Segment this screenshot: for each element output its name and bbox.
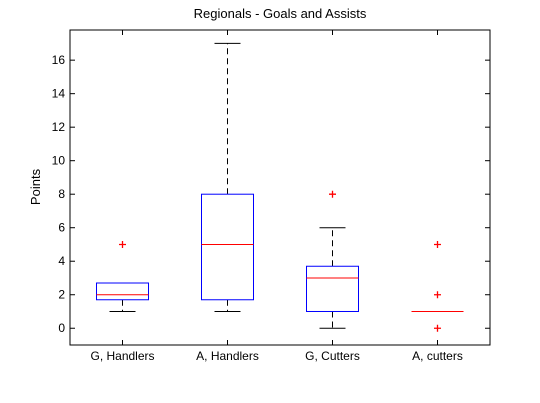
x-tick-label: G, Cutters	[305, 349, 360, 363]
y-tick-label: 12	[52, 120, 66, 134]
outlier-point	[434, 291, 441, 299]
outlier-point	[329, 190, 336, 198]
y-tick-label: 14	[52, 87, 66, 101]
x-tick-label: A, cutters	[412, 349, 463, 363]
boxes	[96, 42, 464, 332]
box-group	[411, 240, 464, 332]
box-group	[306, 190, 359, 329]
y-tick-label: 6	[58, 221, 65, 235]
y-tick-label: 8	[58, 187, 65, 201]
box-group	[96, 240, 149, 312]
box-iqr	[201, 193, 254, 301]
x-axis: G, Handlers A, Handlers G, Cutters A, cutte…	[90, 30, 463, 363]
y-axis-label: Points	[28, 168, 43, 205]
outlier-point	[434, 324, 441, 332]
box-iqr	[96, 282, 149, 301]
y-tick-label: 10	[52, 154, 66, 168]
box-group	[201, 42, 254, 312]
y-tick-label: 4	[58, 254, 65, 268]
y-axis: 0 2 4 6 8 10 12 14 16	[52, 53, 490, 335]
x-tick-label: A, Handlers	[196, 349, 259, 363]
chart-title: Regionals - Goals and Assists	[194, 6, 367, 21]
y-tick-label: 0	[58, 321, 65, 335]
box-iqr	[306, 265, 359, 312]
plot-area	[69, 29, 491, 346]
outlier-point	[434, 240, 441, 248]
y-tick-label: 16	[52, 53, 66, 67]
x-tick-label: G, Handlers	[90, 349, 154, 363]
y-tick-label: 2	[58, 288, 65, 302]
outlier-point	[119, 240, 126, 248]
